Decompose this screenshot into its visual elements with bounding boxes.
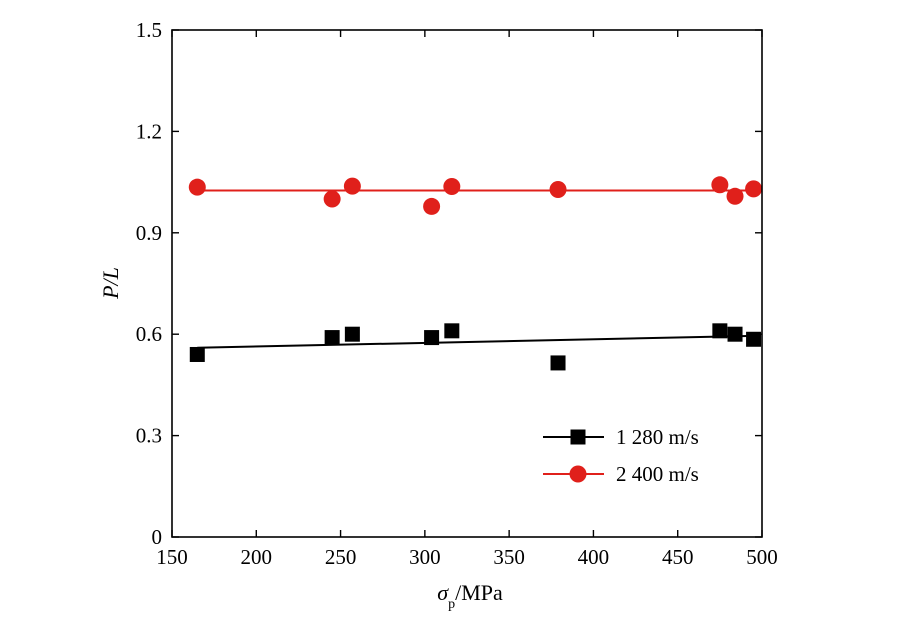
data-point-square — [712, 323, 728, 339]
y-tick-label: 1.2 — [136, 119, 162, 143]
data-point-circle — [745, 180, 763, 198]
data-point-square — [727, 326, 743, 342]
data-point-square — [424, 330, 440, 346]
plot-frame — [171, 29, 763, 538]
legend: 1 280 m/s 2 400 m/s — [543, 425, 699, 486]
data-point-circle — [323, 190, 341, 208]
data-point-square — [746, 331, 762, 347]
y-tick-label: 0 — [152, 525, 163, 549]
data-point-circle — [711, 176, 729, 194]
legend-marker-circle — [569, 465, 587, 483]
y-tick-label: 0.3 — [136, 424, 162, 448]
data-points — [188, 176, 763, 371]
axis-labels: σp/MPa P/L — [98, 267, 503, 612]
y-tick-label: 0.6 — [136, 322, 162, 346]
data-point-circle — [443, 177, 461, 195]
x-tick-label: 200 — [241, 545, 273, 569]
data-point-circle — [549, 181, 567, 199]
fit-line-1 — [197, 334, 754, 349]
y-tick-label: 0.9 — [136, 221, 162, 245]
x-tick-label: 300 — [409, 545, 441, 569]
data-point-square — [344, 326, 360, 342]
x-tick-label: 150 — [156, 545, 188, 569]
data-point-square — [189, 346, 205, 362]
y-axis-label: P/L — [98, 267, 123, 300]
data-point-square — [324, 330, 340, 346]
x-tick-label: 250 — [325, 545, 357, 569]
data-point-square — [444, 323, 460, 339]
legend-marker-square — [570, 429, 586, 445]
x-tick-label: 450 — [662, 545, 694, 569]
fit-lines — [197, 189, 754, 349]
data-point-circle — [188, 178, 206, 196]
data-point-circle — [726, 187, 744, 205]
x-tick-label: 350 — [493, 545, 525, 569]
x-tick-label: 400 — [578, 545, 610, 569]
axes — [171, 29, 763, 538]
data-point-circle — [343, 177, 361, 195]
x-tick-label: 500 — [746, 545, 778, 569]
legend-label-2: 2 400 m/s — [616, 462, 699, 486]
x-axis-label: σp/MPa — [437, 580, 503, 612]
ticks: 150 200 250 300 350 400 450 500 0 0.3 0.6 0.9 1.2 1.5 — [136, 18, 778, 569]
data-point-square — [550, 355, 566, 371]
y-tick-label: 1.5 — [136, 18, 162, 42]
data-point-circle — [423, 197, 441, 215]
legend-label-1: 1 280 m/s — [616, 425, 699, 449]
